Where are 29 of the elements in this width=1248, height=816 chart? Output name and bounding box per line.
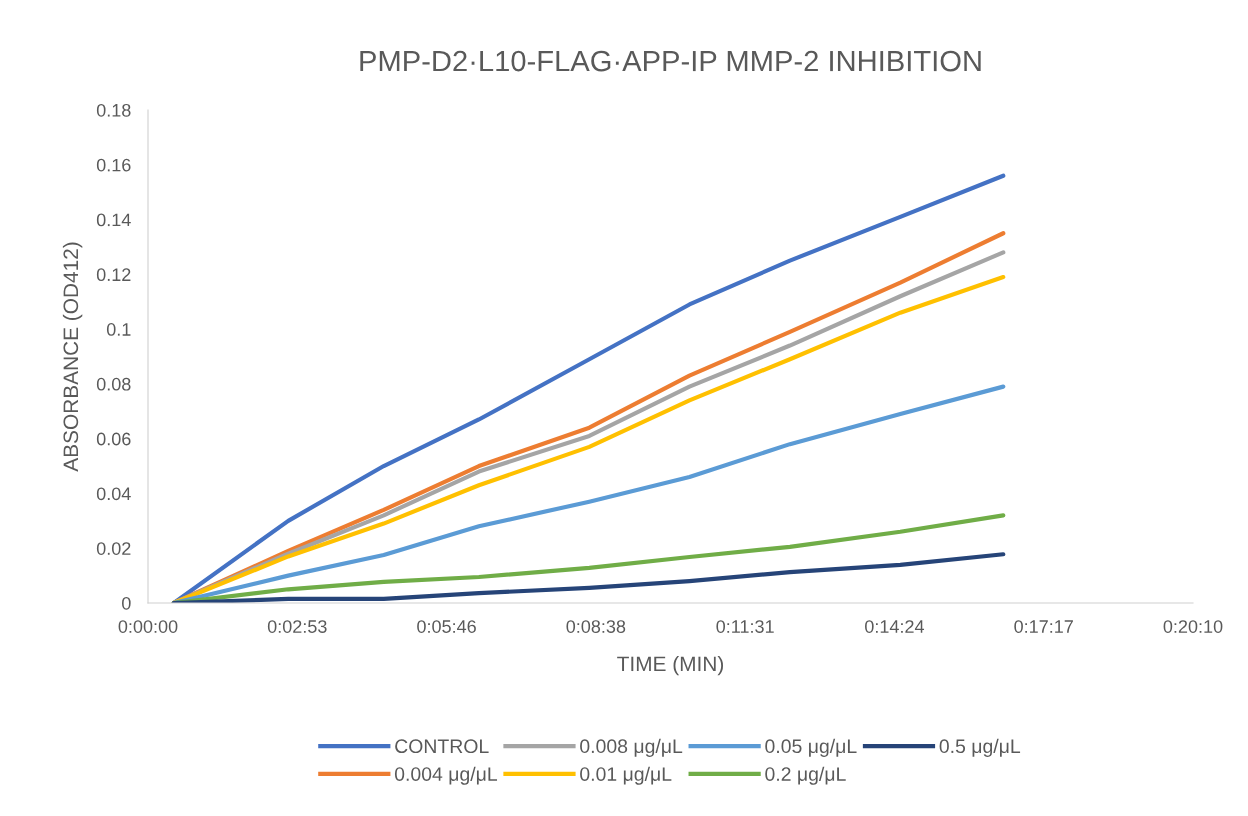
legend-label: 0.008 μg/μL xyxy=(580,738,683,757)
x-tick-label: 0:02:53 xyxy=(267,620,327,633)
x-tick-label: 0:17:17 xyxy=(1014,620,1073,633)
y-tick-label: 0.16 xyxy=(96,158,131,172)
x-tick-label: 0:08:38 xyxy=(566,620,626,633)
legend-label: 0.2 μg/μL xyxy=(765,766,846,785)
legend-label: 0.5 μg/μL xyxy=(939,738,1021,757)
y-tick-label: 0.12 xyxy=(96,268,131,282)
y-tick-label: 0 xyxy=(122,596,131,610)
y-tick-label: 0.14 xyxy=(96,213,131,227)
x-tick-label: 0:20:10 xyxy=(1163,620,1223,633)
y-tick-label: 0.08 xyxy=(96,377,131,391)
x-tick-label: 0:14:24 xyxy=(865,620,925,633)
y-tick-label: 0.18 xyxy=(96,103,131,117)
x-tick-label: 0:11:31 xyxy=(716,620,774,633)
y-tick-label: 0.04 xyxy=(96,487,131,501)
x-tick-label: 0:00:00 xyxy=(118,620,178,633)
x-axis-title: TIME (MIN) xyxy=(617,655,724,676)
y-tick-label: 0.1 xyxy=(106,323,131,336)
legend-label: 0.05 μg/μL xyxy=(765,738,857,757)
y-tick-label: 0.06 xyxy=(96,432,131,446)
legend-label: CONTROL xyxy=(395,739,489,754)
line-series xyxy=(171,552,1006,603)
legend-label: 0.01 μg/μL xyxy=(580,766,672,785)
x-tick-label: 0:05:46 xyxy=(417,620,476,633)
y-axis-title: ABSORBANCE (OD412) xyxy=(62,242,83,472)
chart-title: PMP-D2·L10-FLAG·APP-IP MMP-2 INHIBITION xyxy=(360,50,981,72)
legend-label: 0.004 μg/μL xyxy=(394,766,498,785)
y-tick-label: 0.02 xyxy=(96,542,131,555)
